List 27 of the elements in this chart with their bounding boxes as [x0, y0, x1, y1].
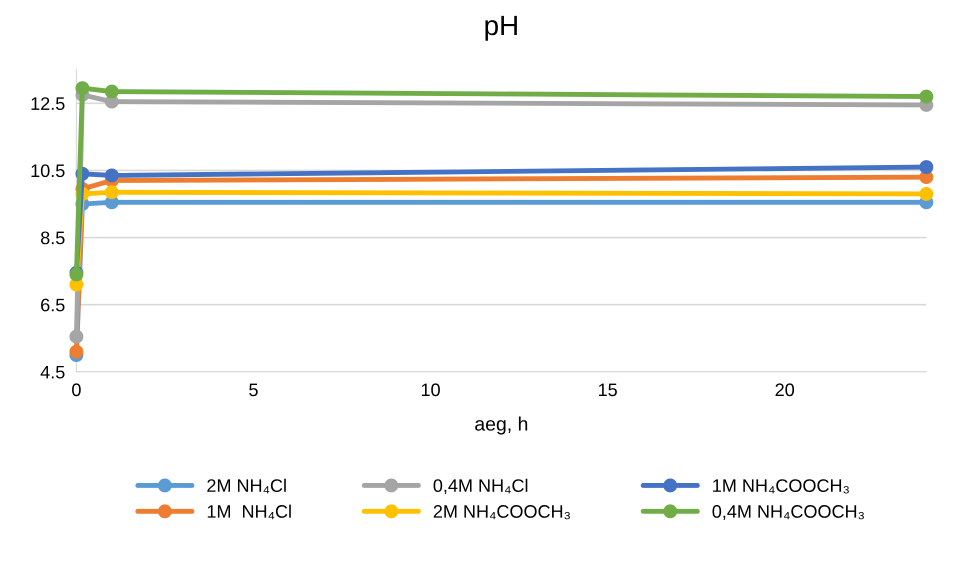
point — [104, 168, 119, 182]
x-tick-label: 15 — [598, 384, 617, 396]
x-tick-label: 0 — [72, 383, 81, 396]
y-tick-label: 10.5 — [32, 164, 65, 178]
legend-label: 2M NH₄Cl — [207, 478, 286, 494]
chart-title: pH — [485, 16, 517, 41]
x-tick-label: 10 — [422, 383, 440, 396]
point — [69, 330, 84, 344]
y-tick-label: 8.5 — [40, 232, 65, 244]
point — [919, 160, 934, 174]
point — [919, 186, 934, 201]
legend-label: 0,4M NH₄COOCH₃ — [712, 505, 864, 520]
x-axis-title: aeg, h — [475, 416, 528, 435]
x-tick-label: 20 — [776, 383, 794, 396]
point — [919, 90, 934, 104]
y-tick-label: 12.5 — [32, 97, 65, 110]
legend-label: 2M NH₄COOCH₃ — [434, 505, 570, 520]
legend-label: 1M NH₄Cl — [208, 504, 291, 520]
x-tick-label: 5 — [249, 384, 258, 396]
point — [104, 84, 119, 98]
legend-label: 1M NH₄COOCH₃ — [713, 479, 849, 494]
y-tick-label: 6.5 — [41, 298, 65, 312]
point — [75, 81, 90, 96]
point — [104, 185, 119, 200]
point — [69, 344, 84, 359]
legend-label: 0,4M NH₄Cl — [434, 478, 528, 494]
y-tick-label: 4.5 — [40, 366, 65, 379]
